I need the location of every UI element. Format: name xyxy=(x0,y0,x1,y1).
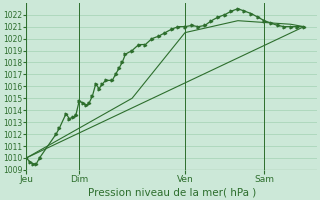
X-axis label: Pression niveau de la mer( hPa ): Pression niveau de la mer( hPa ) xyxy=(88,187,256,197)
